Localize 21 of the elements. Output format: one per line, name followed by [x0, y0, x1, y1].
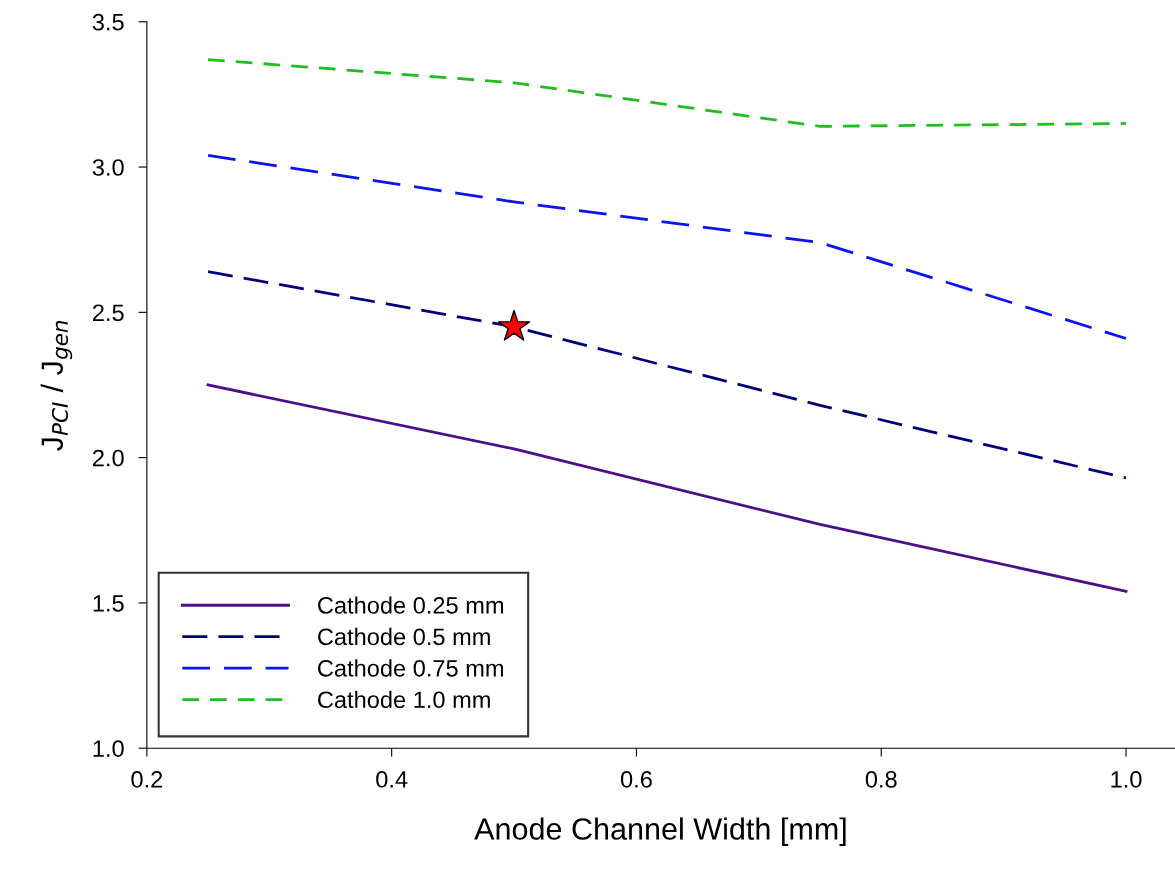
y-tick-label: 2.0 [93, 449, 124, 467]
y-tick-label: 1.5 [93, 595, 124, 612]
line-series [206, 154, 1128, 340]
x-tick-label: 0.8 [865, 771, 897, 788]
line-series [206, 270, 1128, 480]
y-axis-title: J$_{PCI}$ / J$_{gen}$ [40, 321, 73, 451]
x-axis-title: Anode Channel Width [mm] [474, 817, 846, 846]
x-tick-label: 0.6 [620, 771, 652, 788]
y-tick-label: 3.0 [92, 159, 124, 176]
x-tick-label: 0.4 [376, 771, 408, 788]
x-tick-label: 1.0 [1111, 771, 1142, 788]
legend-label: Cathode 1.0 mm [318, 690, 490, 709]
legend-label: Cathode 0.5 mm [318, 627, 490, 646]
y-tick-label: 1.0 [93, 740, 124, 757]
y-tick-label: 3.5 [92, 13, 124, 31]
line-series [206, 58, 1128, 128]
line-series [206, 383, 1128, 593]
x-tick-label: 0.2 [131, 771, 163, 788]
legend-label: Cathode 0.25 mm [318, 596, 503, 614]
y-tick-label: 2.5 [93, 304, 124, 322]
legend-label: Cathode 0.75 mm [318, 659, 503, 677]
